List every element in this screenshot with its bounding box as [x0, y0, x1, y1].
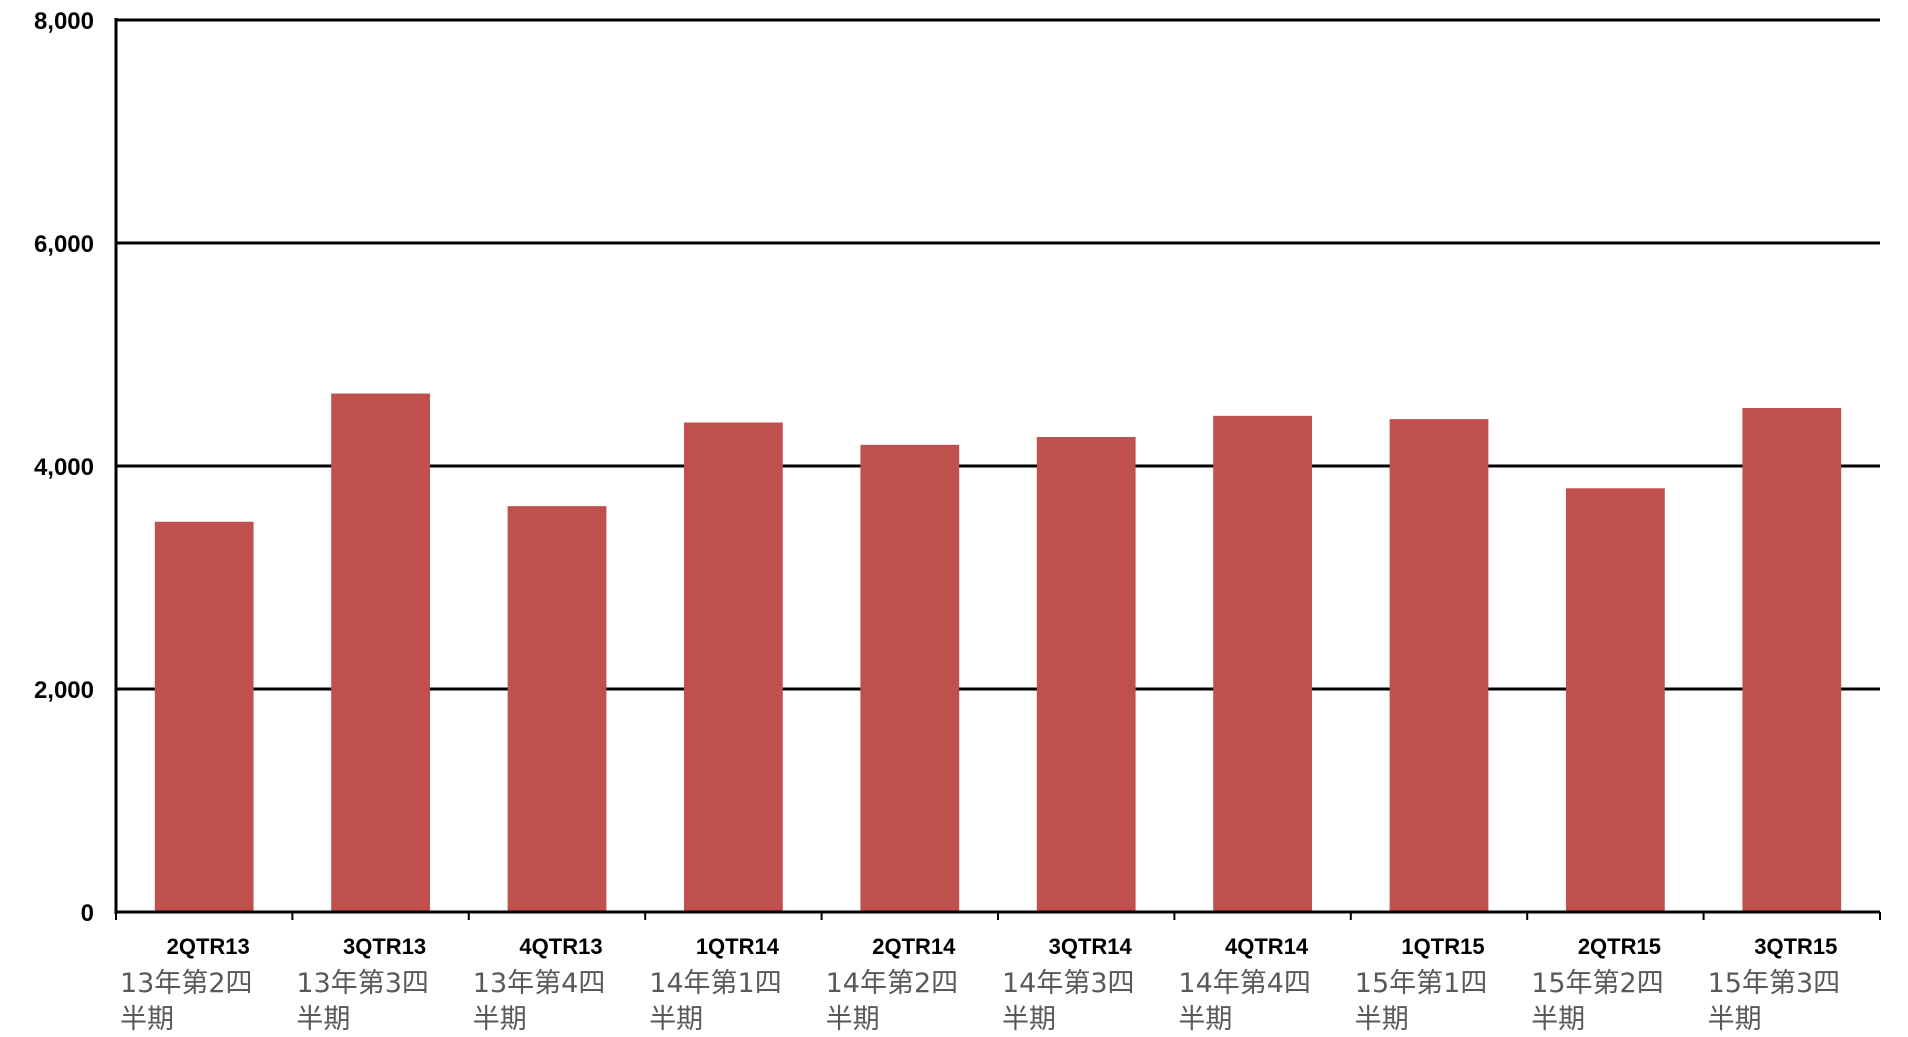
x-tick-sublabel-line2: 半期 — [296, 1004, 350, 1032]
x-tick-sublabel-line1: 13年第2四 — [120, 968, 253, 999]
bar — [1213, 415, 1312, 912]
axes — [114, 18, 1881, 920]
x-tick-label: 2QTR14 — [872, 934, 956, 959]
x-tick-labels: 2QTR1313年第2四半期3QTR1313年第3四半期4QTR1313年第4四… — [120, 934, 1841, 1035]
bar — [507, 506, 607, 912]
x-tick-label: 3QTR15 — [1754, 934, 1837, 959]
x-tick-label: 2QTR13 — [167, 934, 250, 959]
x-tick-label: 4QTR13 — [519, 934, 602, 959]
bar — [331, 393, 430, 912]
x-tick-label: 1QTR15 — [1401, 934, 1484, 959]
x-tick-sublabel-line1: 13年第3四 — [296, 968, 429, 999]
bar — [1389, 419, 1489, 912]
x-tick-sublabel-line1: 15年第1四 — [1355, 968, 1488, 999]
x-tick-label: 2QTR15 — [1578, 934, 1661, 959]
x-tick-sublabel-line2: 半期 — [826, 1004, 880, 1032]
bar — [1036, 437, 1136, 912]
x-tick-sublabel-line1: 15年第3四 — [1708, 968, 1841, 999]
x-tick-sublabel-line2: 半期 — [1178, 1004, 1232, 1032]
bar — [860, 444, 960, 912]
bars — [154, 393, 1842, 912]
x-tick-sublabel-line2: 半期 — [1355, 1004, 1409, 1032]
x-tick-label: 1QTR14 — [696, 934, 780, 959]
bar — [1566, 488, 1665, 912]
x-tick-sublabel-line2: 半期 — [1531, 1004, 1585, 1032]
x-tick-sublabel-line1: 14年第4四 — [1178, 968, 1311, 999]
y-tick-label: 4,000 — [34, 454, 94, 481]
x-tick-sublabel-line1: 14年第2四 — [826, 968, 959, 999]
y-tick-label: 0 — [81, 900, 94, 927]
y-tick-label: 2,000 — [34, 677, 94, 704]
x-tick-label: 4QTR14 — [1225, 934, 1309, 959]
y-tick-label: 6,000 — [34, 231, 94, 258]
x-tick-sublabel-line1: 15年第2四 — [1531, 968, 1664, 999]
x-tick-sublabel-line1: 14年第1四 — [649, 968, 782, 999]
x-tick-sublabel-line2: 半期 — [1708, 1004, 1762, 1032]
bar — [1742, 408, 1842, 912]
x-tick-sublabel-line2: 半期 — [1002, 1004, 1056, 1032]
x-tick-label: 3QTR13 — [343, 934, 426, 959]
x-tick-sublabel-line1: 13年第4四 — [473, 968, 606, 999]
x-tick-label: 3QTR14 — [1049, 934, 1133, 959]
bar — [684, 422, 783, 912]
x-tick-sublabel-line2: 半期 — [473, 1004, 527, 1032]
x-tick-sublabel-line1: 14年第3四 — [1002, 968, 1135, 999]
x-tick-sublabel-line2: 半期 — [120, 1004, 174, 1032]
y-tick-labels: 0 2,000 4,000 6,000 8,000 — [34, 8, 94, 927]
bar — [154, 521, 254, 912]
x-tick-sublabel-line2: 半期 — [649, 1004, 703, 1032]
y-tick-label: 8,000 — [34, 8, 94, 35]
